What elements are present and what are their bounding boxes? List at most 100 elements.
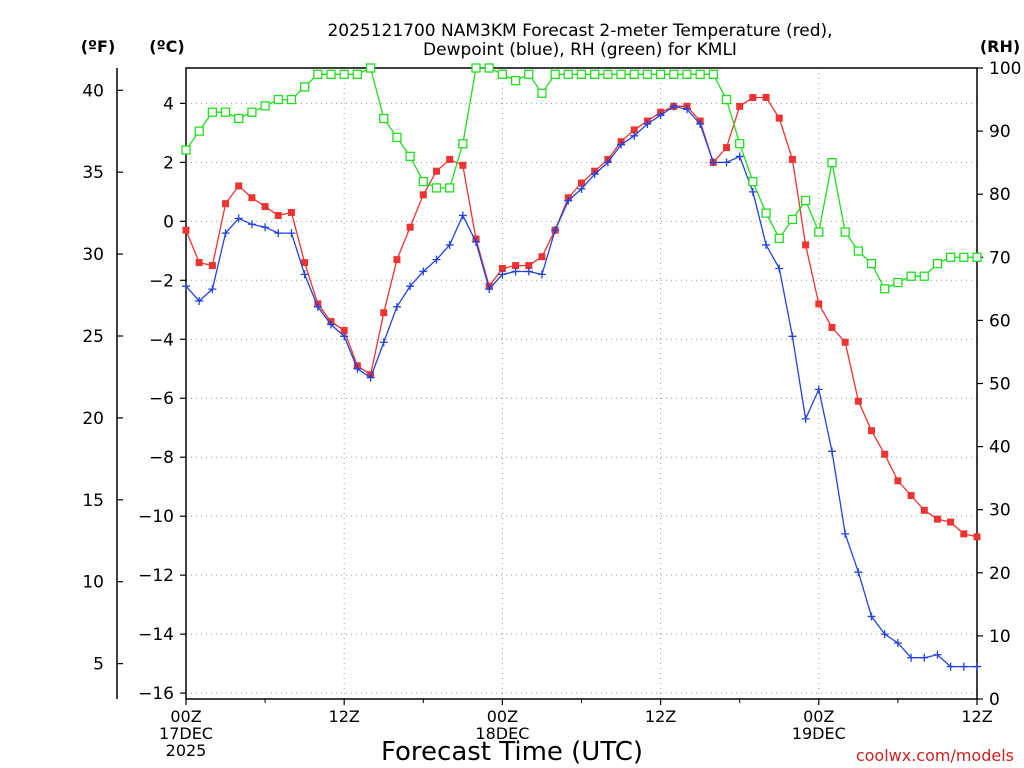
series-rh xyxy=(181,63,982,294)
dewpoint-point xyxy=(419,267,428,276)
dewpoint-point xyxy=(392,302,401,311)
rh-point xyxy=(537,88,547,98)
dewpoint-point xyxy=(696,120,705,129)
temperature-point xyxy=(933,515,941,523)
c-tick-label: −8 xyxy=(149,448,174,468)
f-tick-label: 20 xyxy=(82,409,104,429)
dewpoint-point xyxy=(814,385,823,394)
rh-point xyxy=(445,183,455,193)
temperature-point xyxy=(578,179,585,187)
rh-point xyxy=(339,69,349,79)
rh-point xyxy=(418,176,428,187)
temperature-point xyxy=(446,155,454,163)
temperature-point xyxy=(947,518,955,526)
c-tick-label: −2 xyxy=(149,271,174,291)
temperature-point xyxy=(248,194,256,202)
rh-point xyxy=(510,75,521,86)
dewpoint-point xyxy=(722,158,731,167)
rh-point xyxy=(919,271,929,281)
temperature-point xyxy=(907,492,915,500)
x-tick-label: 12Z xyxy=(329,707,360,726)
rh-tick-label: 60 xyxy=(989,311,1011,331)
rh-point xyxy=(247,107,257,117)
dewpoint-point xyxy=(775,264,784,273)
dewpoint-point xyxy=(577,184,586,193)
f-tick-label: 35 xyxy=(82,163,104,183)
x-tick-label: 18DEC xyxy=(475,724,529,743)
dewpoint-point xyxy=(669,102,678,111)
rh-point xyxy=(748,176,758,187)
x-tick-label: 19DEC xyxy=(792,724,846,743)
temperature-point xyxy=(432,167,440,175)
rh-point xyxy=(642,69,653,79)
rh-point xyxy=(945,252,956,262)
dewpoint-point xyxy=(656,111,665,120)
dewpoint-point xyxy=(195,296,204,305)
x-tick-label: 00Z xyxy=(487,707,518,726)
dewpoint-point xyxy=(458,211,467,220)
rh-tick-label: 30 xyxy=(989,501,1011,521)
rh-point xyxy=(471,63,481,73)
dewpoint-point xyxy=(472,237,481,246)
x-tick-label: 17DEC xyxy=(159,724,213,743)
rh-point xyxy=(827,157,837,168)
rh-point xyxy=(313,69,323,79)
rh-point xyxy=(405,151,415,161)
c-tick-label: −12 xyxy=(138,566,174,586)
f-tick-label: 10 xyxy=(82,573,104,593)
rh-point xyxy=(655,69,666,79)
rh-tick-label: 90 xyxy=(989,122,1011,142)
rh-point xyxy=(893,277,903,288)
c-tick-label: −14 xyxy=(138,625,174,645)
temperature-point xyxy=(630,126,638,134)
dewpoint-point xyxy=(524,267,533,276)
rh-point xyxy=(669,69,679,79)
temperature-point xyxy=(788,155,796,163)
temperature-point xyxy=(195,259,203,267)
dewpoint-point xyxy=(603,158,612,167)
x-tick-label: 00Z xyxy=(803,707,834,726)
dewpoint-point xyxy=(537,270,546,279)
dewpoint-point xyxy=(933,650,942,659)
rh-point xyxy=(840,227,850,237)
dewpoint-point xyxy=(590,170,599,179)
dewpoint-point xyxy=(617,140,626,149)
dewpoint-point xyxy=(880,630,889,639)
series-layer xyxy=(181,63,982,671)
dewpoint-point xyxy=(313,302,322,311)
rh-tick-label: 50 xyxy=(989,375,1011,395)
x-tick-label: 12Z xyxy=(961,707,992,726)
rh-point xyxy=(959,252,969,262)
dewpoint-point xyxy=(959,662,968,671)
rh-point xyxy=(906,271,916,281)
dewpoint-point xyxy=(801,414,810,423)
rh-point xyxy=(590,69,600,79)
temperature-point xyxy=(802,241,810,249)
dewpoint-point xyxy=(432,255,441,264)
rh-point xyxy=(326,69,336,79)
rh-point xyxy=(379,113,389,124)
temperature-point xyxy=(235,182,243,190)
dewpoint-point xyxy=(208,285,217,294)
rh-point xyxy=(972,252,982,262)
dewpoint-point xyxy=(274,229,283,238)
rh-point xyxy=(392,132,402,143)
dewpoint-point xyxy=(247,220,256,229)
temperature-point xyxy=(261,203,269,211)
x-axis-title: Forecast Time (UTC) xyxy=(381,737,643,767)
unit-fahrenheit-label: (ºF) xyxy=(81,37,116,56)
rh-point xyxy=(866,258,877,269)
rh-point xyxy=(695,69,705,79)
rh-point xyxy=(721,94,732,105)
dewpoint-point xyxy=(827,447,836,456)
temperature-point xyxy=(749,93,757,101)
rh-point xyxy=(629,69,639,79)
c-tick-label: 2 xyxy=(163,153,174,173)
c-tick-label: −6 xyxy=(149,389,174,409)
temperature-point xyxy=(301,259,309,267)
rh-point xyxy=(365,63,376,73)
c-tick-label: −10 xyxy=(138,507,174,527)
rh-point xyxy=(932,258,943,269)
dewpoint-point xyxy=(920,653,929,662)
